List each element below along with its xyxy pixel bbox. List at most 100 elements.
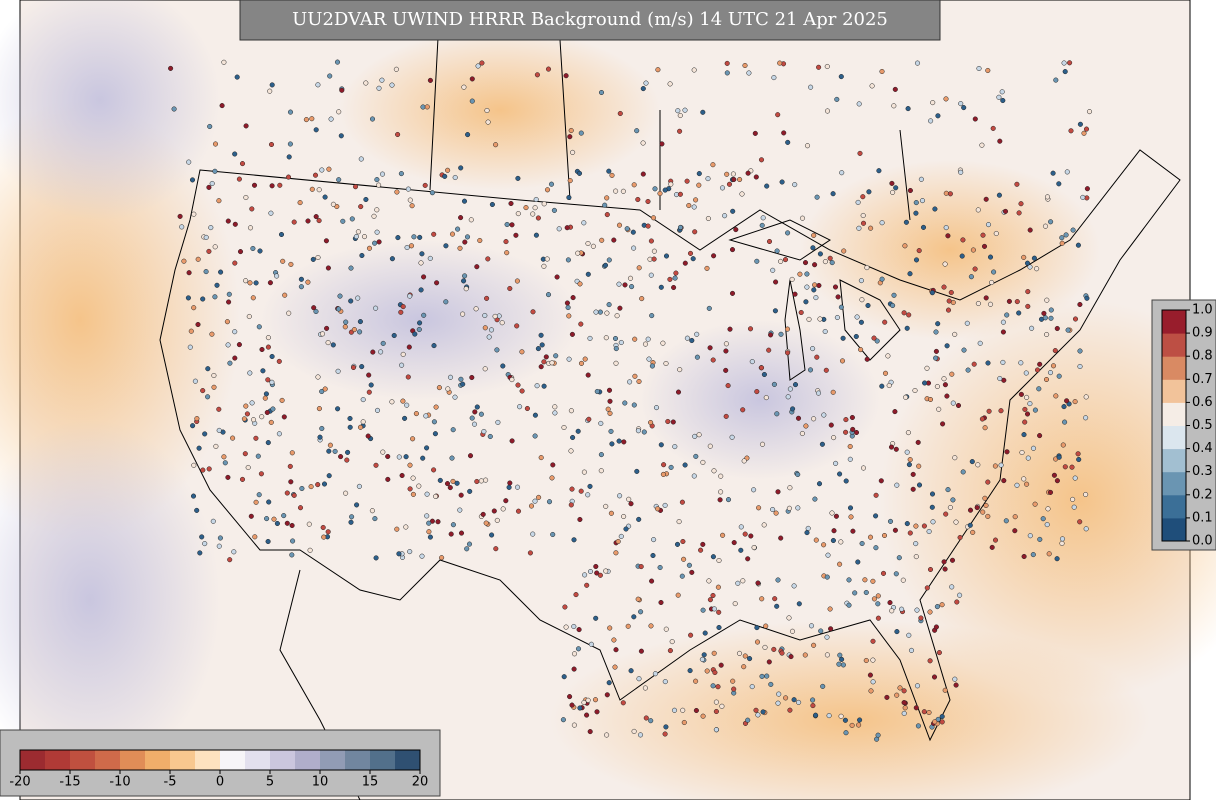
observation-dot bbox=[548, 181, 555, 187]
observation-dot bbox=[932, 206, 938, 212]
observation-dot bbox=[389, 399, 395, 405]
observation-dot bbox=[509, 377, 515, 383]
observation-dot bbox=[571, 623, 577, 630]
observation-dot bbox=[650, 215, 657, 221]
observation-dot bbox=[212, 244, 218, 250]
observation-dot bbox=[796, 699, 802, 705]
observation-dot bbox=[571, 537, 577, 543]
observation-dot bbox=[822, 259, 828, 265]
observation-dot bbox=[662, 679, 668, 685]
observation-dot bbox=[1004, 449, 1010, 455]
observation-dot bbox=[1044, 194, 1051, 200]
observation-dot bbox=[882, 370, 889, 376]
observation-dot bbox=[357, 424, 364, 430]
observation-dot bbox=[705, 176, 711, 182]
observation-dot bbox=[284, 490, 290, 496]
observation-dot bbox=[508, 200, 514, 207]
observation-dot bbox=[788, 654, 794, 660]
observation-dot bbox=[761, 371, 767, 378]
observation-dot bbox=[268, 419, 274, 425]
observation-dot bbox=[732, 601, 738, 607]
observation-dot bbox=[530, 211, 536, 217]
observation-dot bbox=[979, 416, 985, 422]
observation-dot bbox=[533, 232, 539, 238]
observation-dot bbox=[357, 329, 363, 335]
observation-dot bbox=[271, 516, 277, 522]
observation-dot bbox=[908, 647, 915, 653]
observation-dot bbox=[657, 564, 663, 571]
observation-dot bbox=[533, 196, 539, 203]
observation-dot bbox=[366, 245, 373, 251]
observation-dot bbox=[668, 464, 674, 470]
observation-dot bbox=[436, 385, 442, 391]
observation-dot bbox=[692, 229, 698, 235]
observation-dot bbox=[1030, 552, 1036, 558]
observation-dot bbox=[761, 522, 767, 528]
observation-dot bbox=[265, 344, 271, 350]
observation-dot bbox=[913, 554, 919, 560]
observation-dot bbox=[462, 239, 468, 245]
colorbar-tick-label: -20 bbox=[9, 775, 30, 790]
observation-dot bbox=[903, 394, 909, 400]
observation-dot bbox=[1072, 475, 1078, 481]
observation-dot bbox=[907, 187, 913, 194]
observation-dot bbox=[713, 699, 719, 705]
observation-dot bbox=[1014, 482, 1020, 488]
observation-dot bbox=[420, 455, 426, 461]
observation-dot bbox=[857, 717, 863, 723]
observation-dot bbox=[778, 258, 784, 264]
observation-dot bbox=[731, 540, 737, 546]
observation-dot bbox=[810, 346, 816, 352]
observation-dot bbox=[880, 570, 887, 576]
observation-dot bbox=[860, 465, 867, 471]
observation-dot bbox=[635, 428, 641, 434]
observation-dot bbox=[1056, 373, 1062, 379]
observation-dot bbox=[606, 257, 612, 263]
observation-dot bbox=[1024, 481, 1030, 487]
colorbar-tick-label: 20 bbox=[412, 775, 429, 790]
observation-dot bbox=[740, 407, 746, 413]
observation-dot bbox=[698, 547, 704, 553]
observation-dot bbox=[1052, 348, 1058, 354]
observation-dot bbox=[569, 486, 575, 492]
observation-dot bbox=[266, 499, 272, 505]
observation-dot bbox=[585, 697, 591, 703]
observation-dot bbox=[675, 389, 682, 395]
observation-dot bbox=[313, 214, 319, 220]
observation-dot bbox=[649, 363, 655, 369]
observation-dot bbox=[513, 232, 519, 238]
observation-dot bbox=[1027, 401, 1033, 407]
observation-dot bbox=[252, 534, 258, 540]
observation-dot bbox=[777, 60, 783, 66]
observation-dot bbox=[792, 182, 798, 188]
observation-dot bbox=[632, 336, 638, 342]
observation-dot bbox=[506, 484, 512, 490]
observation-dot bbox=[197, 550, 203, 556]
observation-dot bbox=[200, 388, 206, 394]
observation-dot bbox=[1067, 60, 1073, 66]
observation-dot bbox=[427, 77, 433, 83]
observation-dot bbox=[778, 331, 784, 337]
observation-dot bbox=[637, 732, 644, 738]
observation-dot bbox=[682, 260, 688, 266]
observation-dot bbox=[199, 534, 205, 540]
observation-dot bbox=[326, 448, 332, 454]
observation-dot bbox=[704, 668, 710, 674]
observation-dot bbox=[1014, 299, 1020, 305]
observation-dot bbox=[403, 524, 409, 530]
observation-dot bbox=[751, 544, 757, 551]
observation-dot bbox=[773, 510, 779, 516]
observation-dot bbox=[236, 176, 242, 182]
observation-dot bbox=[906, 312, 912, 318]
observation-dot bbox=[369, 508, 375, 514]
observation-dot bbox=[212, 141, 219, 147]
observation-dot bbox=[921, 709, 927, 715]
observation-dot bbox=[234, 74, 240, 80]
observation-dot bbox=[487, 433, 493, 440]
observation-dot bbox=[1060, 442, 1066, 448]
observation-dot bbox=[658, 599, 664, 606]
observation-dot bbox=[838, 539, 844, 545]
observation-dot bbox=[635, 596, 641, 602]
observation-dot bbox=[645, 223, 651, 229]
